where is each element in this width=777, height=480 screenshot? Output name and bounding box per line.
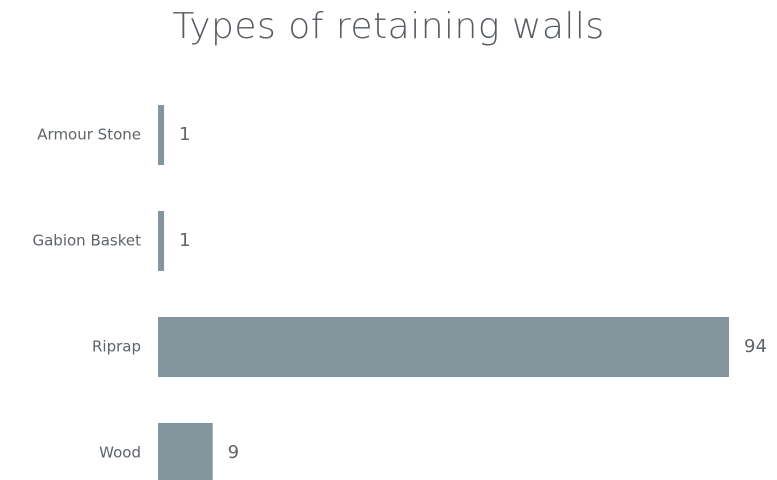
value-labels-layer: 1 1 94 9 — [179, 124, 767, 463]
category-label-armour-stone: Armour Stone — [37, 126, 141, 144]
category-label-riprap: Riprap — [92, 338, 141, 356]
value-label-armour-stone: 1 — [179, 124, 190, 145]
value-label-wood: 9 — [228, 442, 239, 463]
bar-gabion-basket — [158, 211, 165, 271]
bars-layer — [158, 105, 729, 480]
chart-title: Types of retaining walls — [172, 6, 605, 47]
bar-armour-stone — [158, 105, 165, 165]
bar-wood — [158, 423, 213, 480]
category-label-wood: Wood — [99, 444, 141, 462]
category-label-gabion-basket: Gabion Basket — [32, 232, 141, 250]
category-labels-layer: Armour Stone Gabion Basket Riprap Wood — [32, 126, 141, 462]
value-label-gabion-basket: 1 — [179, 230, 190, 251]
bar-riprap — [158, 317, 729, 377]
value-label-riprap: 94 — [744, 336, 767, 357]
